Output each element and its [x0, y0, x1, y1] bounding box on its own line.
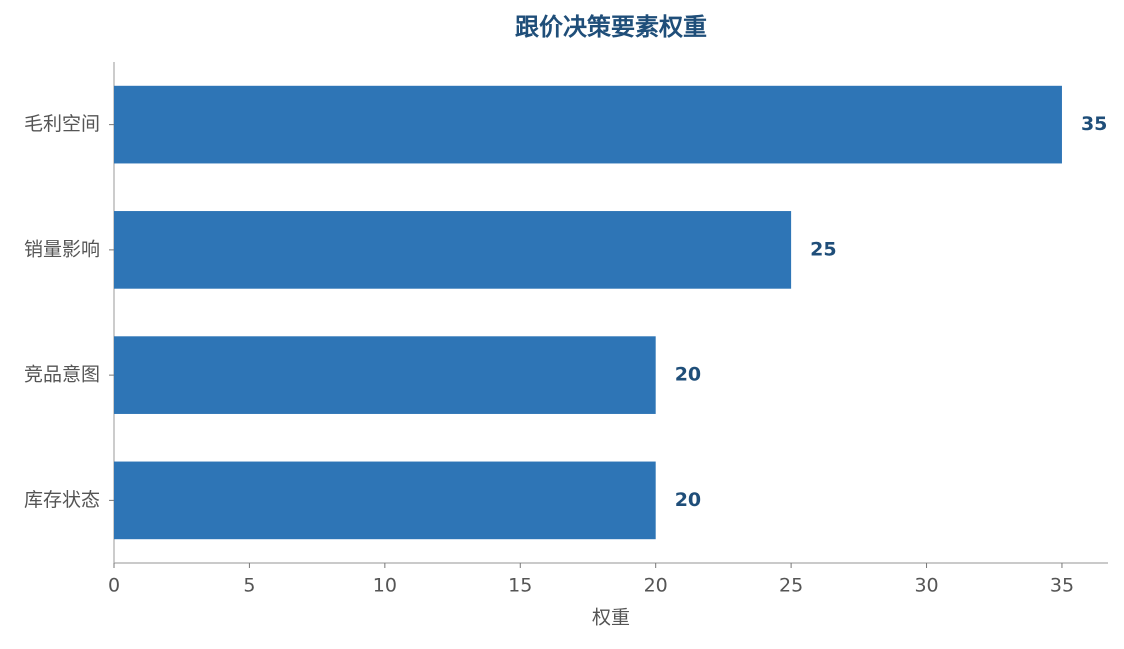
y-tick-label: 库存状态	[24, 489, 100, 511]
y-tick-label: 销量影响	[24, 238, 100, 260]
x-tick-label: 35	[1050, 575, 1074, 597]
value-label: 35	[1081, 113, 1107, 135]
value-label: 20	[675, 364, 701, 386]
bar	[114, 336, 656, 414]
y-tick-label: 竞品意图	[24, 364, 100, 386]
x-tick-label: 30	[914, 575, 938, 597]
value-label: 20	[675, 489, 701, 511]
x-axis-label: 权重	[592, 607, 630, 629]
bar	[114, 461, 656, 540]
x-tick-label: 15	[508, 575, 532, 597]
chart-title: 跟价决策要素权重	[515, 13, 707, 41]
y-tick-label: 毛利空间	[24, 113, 100, 135]
value-label: 25	[810, 238, 836, 260]
x-tick-label: 10	[373, 575, 397, 597]
bar	[114, 211, 792, 289]
x-tick-label: 0	[108, 575, 120, 597]
x-tick-label: 25	[779, 575, 803, 597]
x-tick-label: 20	[644, 575, 668, 597]
bar	[114, 85, 1062, 164]
x-tick-label: 5	[243, 575, 255, 597]
